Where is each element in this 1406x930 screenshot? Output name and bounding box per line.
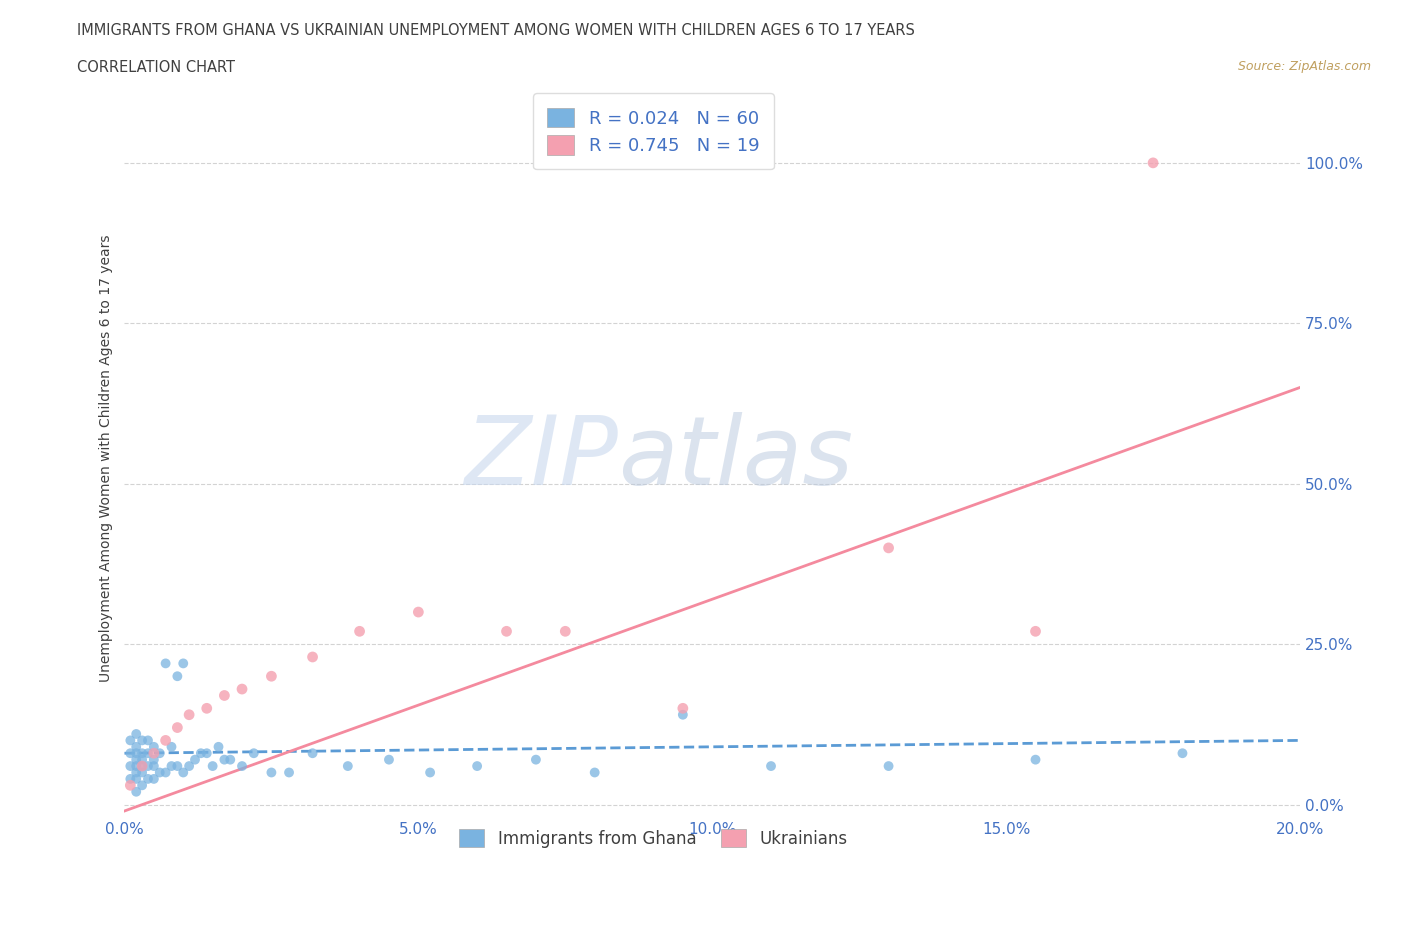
Point xyxy=(172,765,194,780)
Point xyxy=(214,688,236,703)
Point xyxy=(554,624,576,639)
Point xyxy=(1171,746,1194,761)
Point xyxy=(155,656,177,671)
Point xyxy=(179,708,201,723)
Point xyxy=(142,772,165,787)
Point xyxy=(201,759,224,774)
Point xyxy=(149,765,172,780)
Point xyxy=(142,752,165,767)
Point xyxy=(172,656,194,671)
Point xyxy=(190,746,212,761)
Point xyxy=(214,752,236,767)
Point xyxy=(120,733,142,748)
Point xyxy=(131,759,153,774)
Point xyxy=(524,752,547,767)
Text: atlas: atlas xyxy=(619,412,853,505)
Point xyxy=(219,752,242,767)
Point xyxy=(278,765,301,780)
Point xyxy=(125,772,148,787)
Point xyxy=(125,784,148,799)
Point xyxy=(131,746,153,761)
Point xyxy=(260,669,283,684)
Point xyxy=(495,624,517,639)
Point xyxy=(242,746,264,761)
Point xyxy=(378,752,401,767)
Point xyxy=(179,759,201,774)
Point xyxy=(419,765,441,780)
Point xyxy=(142,759,165,774)
Text: IMMIGRANTS FROM GHANA VS UKRAINIAN UNEMPLOYMENT AMONG WOMEN WITH CHILDREN AGES 6: IMMIGRANTS FROM GHANA VS UKRAINIAN UNEMP… xyxy=(77,23,915,38)
Point xyxy=(136,772,159,787)
Point xyxy=(301,746,323,761)
Point xyxy=(877,540,900,555)
Point xyxy=(465,759,488,774)
Point xyxy=(131,759,153,774)
Point xyxy=(301,649,323,664)
Point xyxy=(149,746,172,761)
Point xyxy=(125,752,148,767)
Point xyxy=(155,733,177,748)
Point xyxy=(120,759,142,774)
Point xyxy=(231,682,253,697)
Text: CORRELATION CHART: CORRELATION CHART xyxy=(77,60,235,75)
Point xyxy=(672,708,695,723)
Point xyxy=(136,746,159,761)
Point xyxy=(131,733,153,748)
Point xyxy=(125,739,148,754)
Point xyxy=(120,777,142,792)
Point xyxy=(877,759,900,774)
Point xyxy=(120,772,142,787)
Point xyxy=(120,746,142,761)
Point xyxy=(125,765,148,780)
Point xyxy=(125,726,148,741)
Point xyxy=(1142,155,1164,170)
Point xyxy=(125,759,148,774)
Point xyxy=(195,701,218,716)
Point xyxy=(184,752,207,767)
Point xyxy=(142,739,165,754)
Point xyxy=(260,765,283,780)
Point xyxy=(160,739,183,754)
Point xyxy=(672,701,695,716)
Point xyxy=(136,733,159,748)
Y-axis label: Unemployment Among Women with Children Ages 6 to 17 years: Unemployment Among Women with Children A… xyxy=(100,234,114,682)
Point xyxy=(583,765,606,780)
Text: ZIP: ZIP xyxy=(464,412,619,505)
Point xyxy=(166,759,188,774)
Point xyxy=(1025,752,1047,767)
Point xyxy=(155,765,177,780)
Point xyxy=(131,777,153,792)
Legend: Immigrants from Ghana, Ukrainians: Immigrants from Ghana, Ukrainians xyxy=(447,817,859,859)
Point xyxy=(160,759,183,774)
Point xyxy=(131,765,153,780)
Point xyxy=(166,669,188,684)
Point xyxy=(125,746,148,761)
Point xyxy=(166,720,188,735)
Point xyxy=(207,739,229,754)
Point xyxy=(336,759,359,774)
Point xyxy=(349,624,371,639)
Point xyxy=(195,746,218,761)
Point xyxy=(142,746,165,761)
Text: Source: ZipAtlas.com: Source: ZipAtlas.com xyxy=(1237,60,1371,73)
Point xyxy=(759,759,782,774)
Point xyxy=(1025,624,1047,639)
Point xyxy=(131,752,153,767)
Point xyxy=(231,759,253,774)
Point xyxy=(136,759,159,774)
Point xyxy=(408,604,430,619)
